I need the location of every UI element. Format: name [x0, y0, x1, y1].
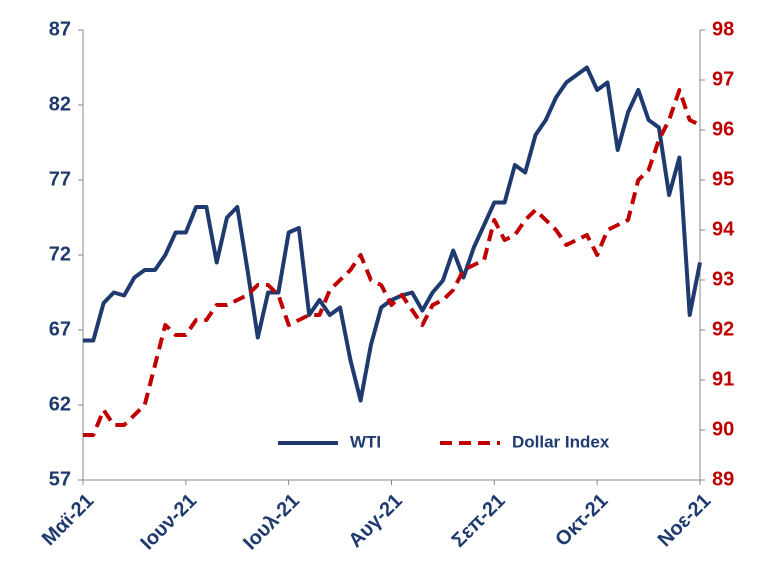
y2-tick-label: 93	[712, 268, 734, 290]
y2-tick-label: 89	[712, 468, 734, 490]
y-tick-label: 57	[49, 468, 71, 490]
x-tick-label: Ιουν-21	[136, 490, 201, 555]
y2-tick-label: 91	[712, 368, 734, 390]
x-tick-label: Νοε-21	[654, 490, 716, 552]
legend-label: WTI	[350, 432, 381, 451]
y2-tick-label: 95	[712, 168, 734, 190]
y2-tick-label: 98	[712, 18, 734, 40]
x-tick-label: Μαϊ-21	[38, 490, 98, 550]
y2-tick-label: 90	[712, 418, 734, 440]
series-line	[83, 88, 701, 437]
y-tick-label: 87	[49, 18, 71, 40]
y2-tick-label: 97	[712, 68, 734, 90]
x-tick-label: Οκτ-21	[551, 490, 612, 551]
y-tick-label: 82	[49, 93, 71, 115]
y-tick-label: 72	[49, 243, 71, 265]
y2-tick-label: 94	[712, 218, 735, 240]
x-tick-label: Αυγ-21	[344, 490, 406, 552]
y-tick-label: 67	[49, 318, 71, 340]
y-tick-label: 77	[49, 168, 71, 190]
x-tick-label: Ιουλ-21	[239, 490, 304, 555]
legend-label: Dollar Index	[512, 432, 610, 451]
y-tick-label: 62	[49, 393, 71, 415]
y2-tick-label: 92	[712, 318, 734, 340]
x-tick-label: Σεπ-21	[448, 490, 510, 552]
y2-tick-label: 96	[712, 118, 734, 140]
series-line	[83, 65, 702, 403]
